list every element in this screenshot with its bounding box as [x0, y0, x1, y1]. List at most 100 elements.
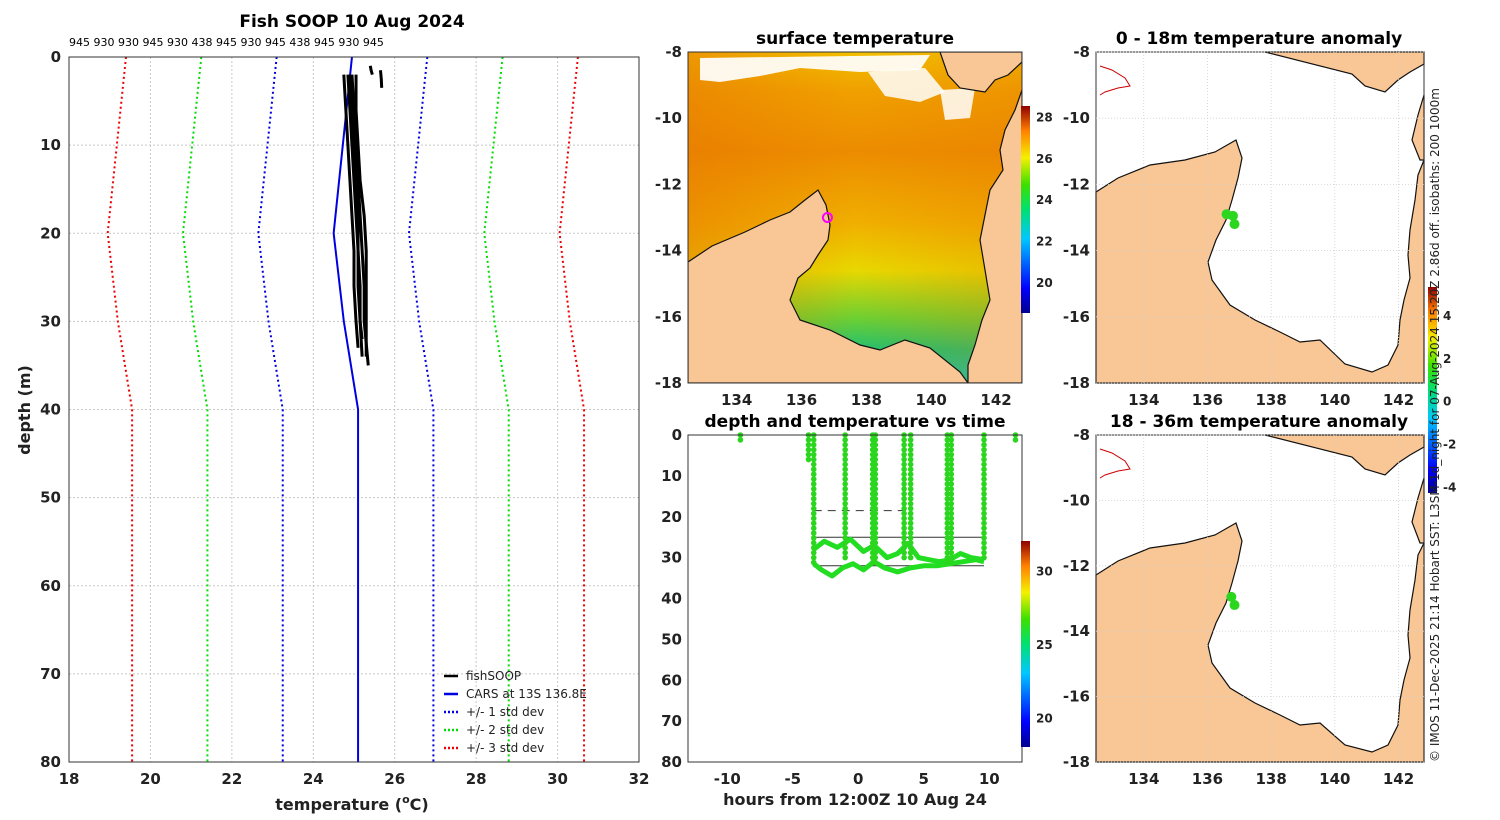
map-ytick: -8 — [1073, 426, 1090, 444]
ts-cast-point — [944, 461, 951, 468]
ts-cast-point — [842, 515, 848, 522]
ts-cast-point — [907, 495, 914, 502]
ts-cast-point — [944, 515, 951, 522]
ts-cast-point — [805, 437, 812, 443]
ts-cast-point — [810, 451, 817, 458]
ts-cast-point — [810, 510, 817, 517]
ts-cast-point — [944, 500, 951, 507]
ts-cast-point — [810, 456, 817, 463]
ts-cast-point — [907, 520, 914, 527]
ts-cast-point — [907, 525, 914, 531]
sst-panel: surface temperature 134 136 138 140 142 -8 -10… — [655, 29, 1053, 409]
ts-cast-point — [872, 461, 879, 468]
ts-cast-point — [901, 510, 907, 517]
ts-ytick: 50 — [661, 630, 682, 648]
fishsoop-profile — [342, 74, 360, 348]
ts-cast-point — [842, 510, 848, 517]
profile-ylabel: depth (m) — [15, 365, 34, 455]
legend-label: +/- 3 std dev — [466, 741, 544, 755]
ts-cast-point — [810, 525, 817, 531]
ts-cast-point — [842, 545, 848, 551]
ts-cast-point — [901, 549, 907, 556]
ts-cast-point — [810, 540, 817, 546]
ts-cast-point — [872, 486, 879, 492]
ts-cast-point — [907, 554, 914, 561]
map-xtick: 140 — [1319, 391, 1350, 409]
ts-cast-point — [981, 442, 987, 448]
sst-colorbar-tick: 24 — [1036, 193, 1053, 207]
ts-cast-point — [907, 540, 914, 546]
ts-ytick: 20 — [661, 508, 682, 526]
ts-cast-point — [901, 535, 907, 541]
map-ytick: -8 — [1073, 43, 1090, 61]
profile-xtick: 28 — [466, 770, 487, 788]
legend-label: fishSOOP — [466, 669, 521, 683]
ts-cast-point — [901, 545, 907, 551]
map-ytick: -10 — [1063, 491, 1090, 509]
ts-cast-point — [842, 471, 848, 478]
ts-cast-point — [944, 451, 951, 458]
ts-cast-point — [948, 530, 955, 536]
ts-cast-point — [948, 461, 955, 468]
ts-cast-point — [981, 530, 987, 536]
ts-cast-point — [872, 520, 879, 527]
ts-cast-point — [944, 481, 951, 487]
ts-ytick: 80 — [661, 753, 682, 771]
anomaly-panel-0-18: 0 - 18m temperature anomaly 134 136 138 140… — [1063, 29, 1425, 409]
ts-title: depth and temperature vs time — [705, 412, 1006, 432]
legend-label: +/- 2 std dev — [466, 723, 544, 737]
ts-cast-point — [981, 481, 987, 487]
profile-panel: Fish SOOP 10 Aug 2024 945 930 930 945 93… — [15, 12, 649, 814]
ts-xtick: 5 — [919, 770, 929, 788]
ts-cast-point — [981, 446, 987, 453]
ts-cast-point — [810, 466, 817, 473]
ts-xlabel: hours from 12:00Z 10 Aug 24 — [723, 790, 987, 809]
ts-cast-point — [948, 510, 955, 517]
profile-xtick: 30 — [547, 770, 568, 788]
ts-cast-point — [948, 495, 955, 502]
ts-cast-point — [872, 505, 879, 512]
map-ytick: -16 — [1063, 308, 1090, 326]
timeseries-ticks: -10 -5 0 5 10 0 10 20 30 40 50 60 70 80 — [661, 426, 1000, 788]
ts-cast-point — [872, 481, 879, 487]
map-xtick: 140 — [916, 391, 947, 409]
ts-cast-point — [981, 520, 987, 527]
ts-cast-point — [872, 554, 879, 561]
ts-cast-point — [810, 481, 817, 487]
ts-cast-point — [872, 549, 879, 556]
ts-cast-point — [901, 530, 907, 536]
profile-legend: fishSOOP CARS at 13S 136.8E +/- 1 std dev +… — [444, 669, 587, 755]
ts-cast-point — [907, 451, 914, 458]
ts-cast-point — [901, 461, 907, 468]
ts-cast-point — [901, 486, 907, 492]
ts-cast-point — [981, 549, 987, 556]
ts-xtick: -10 — [714, 770, 741, 788]
ts-cast-point — [944, 525, 951, 531]
ts-cast-point — [948, 554, 955, 561]
ts-cast-point — [907, 505, 914, 512]
ts-cast-point — [805, 456, 812, 463]
ts-cast-point — [981, 486, 987, 492]
map-xtick: 142 — [1383, 391, 1414, 409]
ts-cast-point — [981, 545, 987, 551]
ts-cast-point — [842, 451, 848, 458]
ts-cast-point — [810, 505, 817, 512]
ts-cast-point — [944, 559, 951, 566]
ts-cast-point — [872, 525, 879, 531]
ts-cast-point — [981, 451, 987, 458]
ts-cast-point — [810, 554, 817, 561]
cars-mean-line — [332, 56, 360, 762]
anomaly-colorbar-tick: -2 — [1443, 438, 1456, 452]
ts-cast-point — [981, 476, 987, 482]
ts-cast-point — [948, 491, 955, 497]
anomaly-colorbar-ticks: -4 -2 0 2 4 — [1443, 309, 1456, 495]
ts-cast-point — [805, 442, 812, 448]
ts-cast-point — [907, 535, 914, 541]
ts-colorbar-tick: 20 — [1036, 712, 1053, 726]
ts-cast-point — [944, 437, 951, 443]
ts-cast-point — [981, 505, 987, 512]
anomaly-colorbar — [1428, 287, 1437, 493]
ts-cast-point — [944, 510, 951, 517]
ts-cast-point — [907, 476, 914, 482]
anom1-land-west — [1095, 139, 1425, 384]
